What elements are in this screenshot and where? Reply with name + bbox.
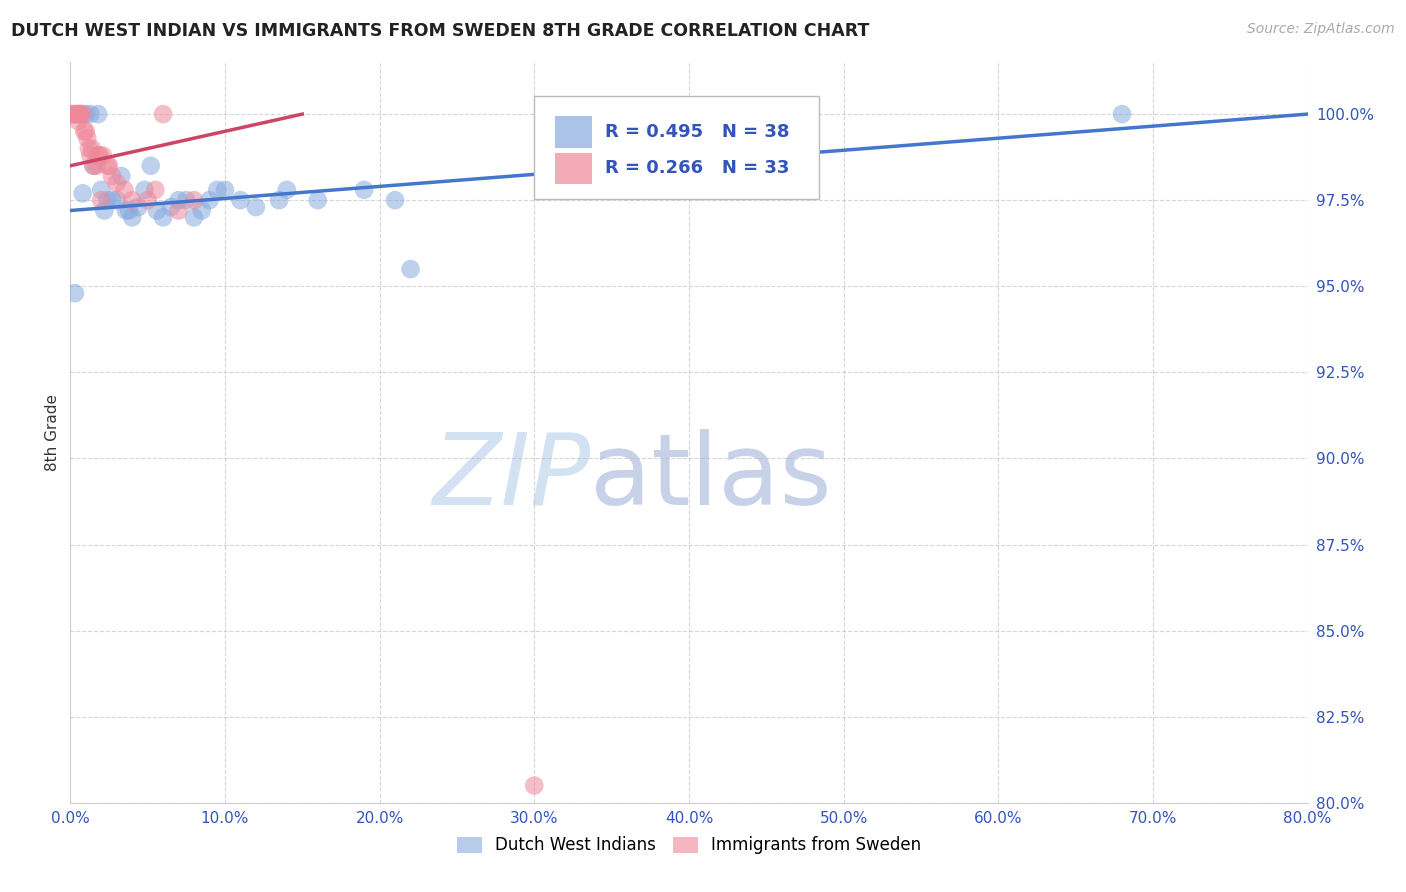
Point bbox=[121, 211, 143, 225]
Point bbox=[198, 193, 221, 207]
Point bbox=[245, 200, 267, 214]
Point bbox=[152, 211, 174, 225]
Point bbox=[63, 107, 86, 121]
Y-axis label: 8th Grade: 8th Grade bbox=[45, 394, 60, 471]
Point bbox=[134, 183, 156, 197]
Point bbox=[73, 124, 96, 138]
Point bbox=[82, 159, 105, 173]
Text: R = 0.266   N = 33: R = 0.266 N = 33 bbox=[605, 160, 789, 178]
Point bbox=[191, 203, 214, 218]
Point bbox=[82, 159, 105, 173]
Point bbox=[63, 286, 86, 301]
Point bbox=[62, 107, 84, 121]
Point bbox=[121, 193, 143, 207]
Point bbox=[127, 200, 149, 214]
Point bbox=[183, 193, 205, 207]
Point bbox=[93, 203, 115, 218]
Point bbox=[399, 262, 422, 277]
Point bbox=[96, 193, 118, 207]
Point bbox=[79, 107, 101, 121]
Bar bbox=[555, 117, 592, 147]
Text: DUTCH WEST INDIAN VS IMMIGRANTS FROM SWEDEN 8TH GRADE CORRELATION CHART: DUTCH WEST INDIAN VS IMMIGRANTS FROM SWE… bbox=[11, 22, 870, 40]
Point bbox=[214, 183, 236, 197]
Point bbox=[229, 193, 252, 207]
Point bbox=[72, 107, 94, 121]
Point bbox=[174, 193, 197, 207]
Point bbox=[87, 107, 110, 121]
Point bbox=[90, 183, 112, 197]
Point bbox=[67, 114, 90, 128]
Point bbox=[80, 142, 103, 156]
Point bbox=[1111, 107, 1133, 121]
Point bbox=[91, 148, 114, 162]
Point bbox=[77, 142, 100, 156]
Point bbox=[267, 193, 291, 207]
Point bbox=[523, 779, 546, 793]
Point bbox=[384, 193, 406, 207]
FancyBboxPatch shape bbox=[534, 95, 818, 200]
Point bbox=[114, 183, 135, 197]
Point bbox=[118, 203, 141, 218]
Point bbox=[65, 107, 87, 121]
Point bbox=[183, 211, 205, 225]
Point bbox=[167, 203, 190, 218]
Point bbox=[70, 107, 93, 121]
Point bbox=[167, 193, 190, 207]
Point bbox=[152, 107, 174, 121]
Point bbox=[276, 183, 298, 197]
Legend: Dutch West Indians, Immigrants from Sweden: Dutch West Indians, Immigrants from Swed… bbox=[450, 830, 928, 861]
Point bbox=[105, 176, 128, 190]
Point bbox=[136, 193, 159, 207]
Point bbox=[72, 186, 94, 201]
Point bbox=[96, 159, 118, 173]
Text: R = 0.495   N = 38: R = 0.495 N = 38 bbox=[605, 123, 789, 141]
Point bbox=[67, 107, 90, 121]
Point bbox=[145, 183, 166, 197]
Point bbox=[69, 107, 91, 121]
Point bbox=[110, 169, 132, 183]
Point bbox=[101, 169, 124, 183]
Point bbox=[115, 203, 138, 218]
Point bbox=[98, 159, 120, 173]
Point bbox=[307, 193, 329, 207]
Point bbox=[76, 131, 98, 145]
Point bbox=[207, 183, 229, 197]
Point bbox=[353, 183, 375, 197]
Point bbox=[60, 107, 83, 121]
Point bbox=[86, 159, 108, 173]
Point bbox=[89, 148, 111, 162]
Text: atlas: atlas bbox=[591, 428, 831, 525]
Text: ZIP: ZIP bbox=[432, 428, 591, 525]
Point bbox=[87, 148, 110, 162]
Point bbox=[90, 193, 112, 207]
Point bbox=[101, 193, 124, 207]
Point bbox=[160, 200, 183, 214]
Point bbox=[146, 203, 169, 218]
Point bbox=[79, 148, 101, 162]
Point bbox=[75, 107, 97, 121]
Point bbox=[69, 107, 91, 121]
Bar bbox=[555, 153, 592, 184]
Point bbox=[75, 124, 97, 138]
Point bbox=[139, 159, 162, 173]
Point bbox=[105, 193, 128, 207]
Text: Source: ZipAtlas.com: Source: ZipAtlas.com bbox=[1247, 22, 1395, 37]
